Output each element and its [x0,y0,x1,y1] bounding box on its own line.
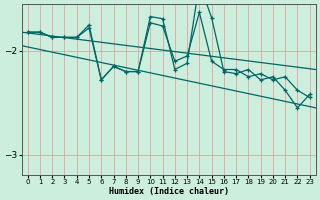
X-axis label: Humidex (Indice chaleur): Humidex (Indice chaleur) [109,187,229,196]
